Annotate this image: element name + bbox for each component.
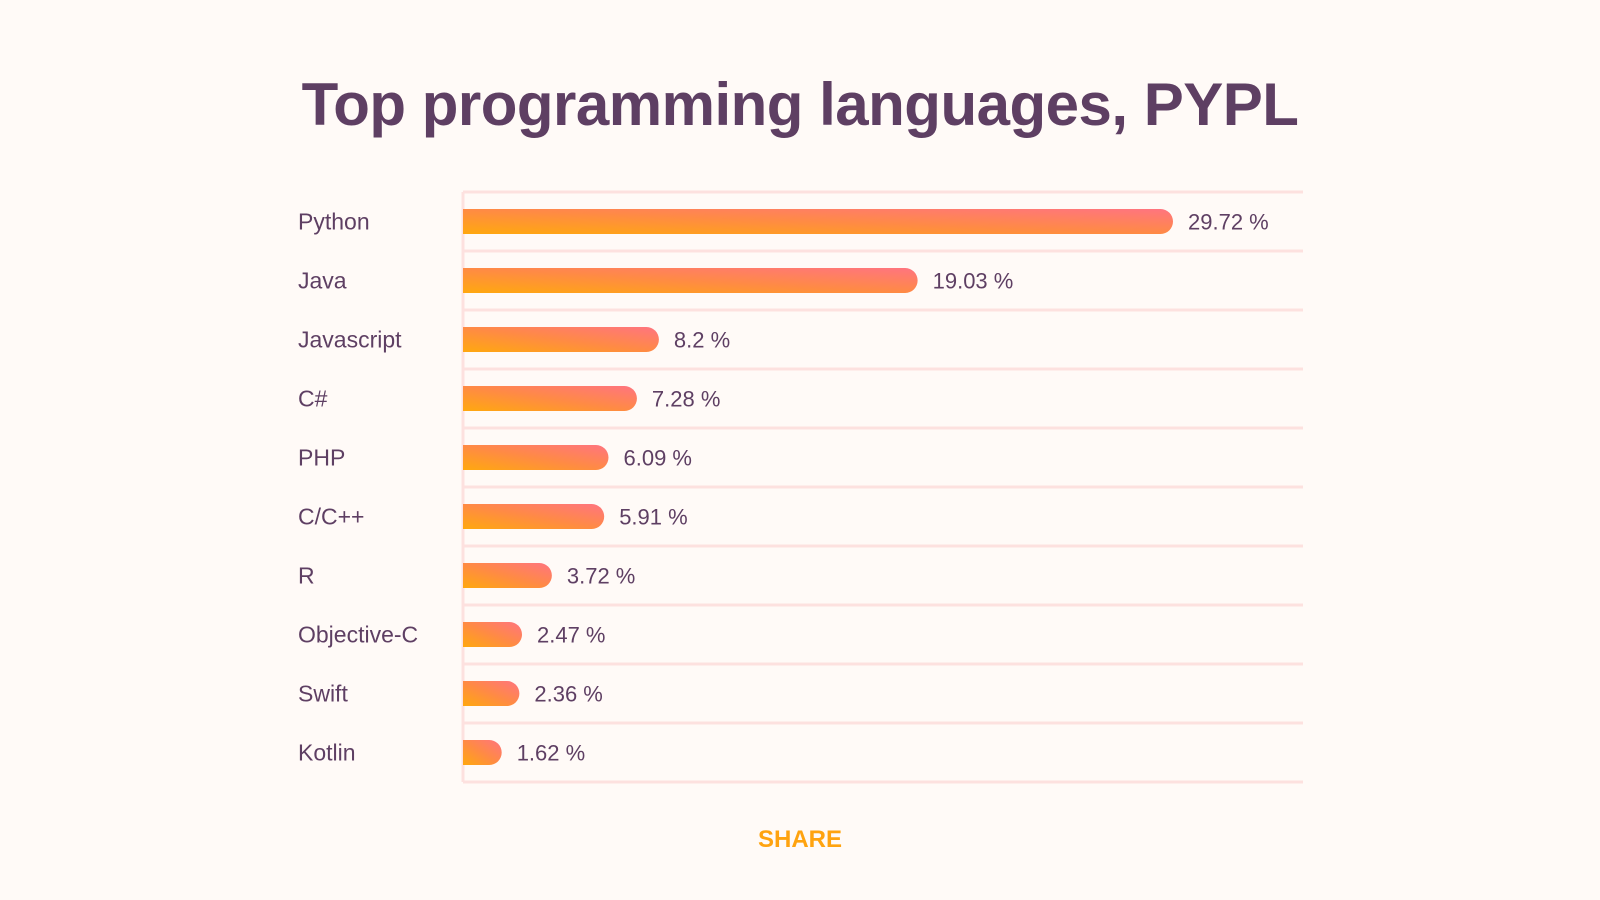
value-label: 2.47 % (537, 623, 606, 648)
value-label: 19.03 % (933, 269, 1014, 294)
bar (463, 563, 552, 588)
bar (463, 386, 637, 411)
category-label: PHP (298, 445, 345, 471)
bar (463, 681, 520, 706)
bar-shape (463, 327, 659, 352)
bar-shape (463, 740, 502, 765)
bar-shape (463, 504, 605, 529)
value-label: 5.91 % (619, 505, 688, 530)
category-label: Python (298, 209, 370, 235)
category-label: C/C++ (298, 504, 364, 530)
category-label: Objective-C (298, 622, 418, 648)
share-button[interactable]: SHARE (757, 826, 842, 853)
category-label: Swift (298, 681, 348, 707)
bar-shape (463, 563, 552, 588)
value-label: 3.72 % (567, 564, 636, 589)
value-label: 29.72 % (1188, 210, 1269, 235)
bar (463, 504, 605, 529)
value-label: 1.62 % (517, 741, 586, 766)
value-label: 2.36 % (534, 682, 603, 707)
bar-shape (463, 622, 523, 647)
category-label: R (298, 563, 315, 589)
category-label: C# (298, 386, 328, 412)
bar-shape (463, 681, 520, 706)
bar (463, 740, 502, 765)
bar-shape (463, 268, 918, 293)
category-label: Javascript (298, 327, 402, 353)
value-label: 6.09 % (623, 446, 692, 471)
bar (463, 445, 609, 470)
bar-chart: Python 29.72 % Java 19.03 % Javascript 8.2 % C… (298, 190, 1303, 784)
value-label: 8.2 % (674, 328, 730, 353)
bar-shape (463, 209, 1173, 234)
bar (463, 622, 523, 647)
category-label: Java (298, 268, 347, 294)
chart-title: Top programming languages, PYPL (301, 71, 1299, 138)
bar-shape (463, 445, 609, 470)
bar (463, 327, 659, 352)
value-label: 7.28 % (652, 387, 721, 412)
bar-shape (463, 386, 637, 411)
category-label: Kotlin (298, 740, 356, 766)
bar (463, 209, 1173, 234)
bar (463, 268, 918, 293)
